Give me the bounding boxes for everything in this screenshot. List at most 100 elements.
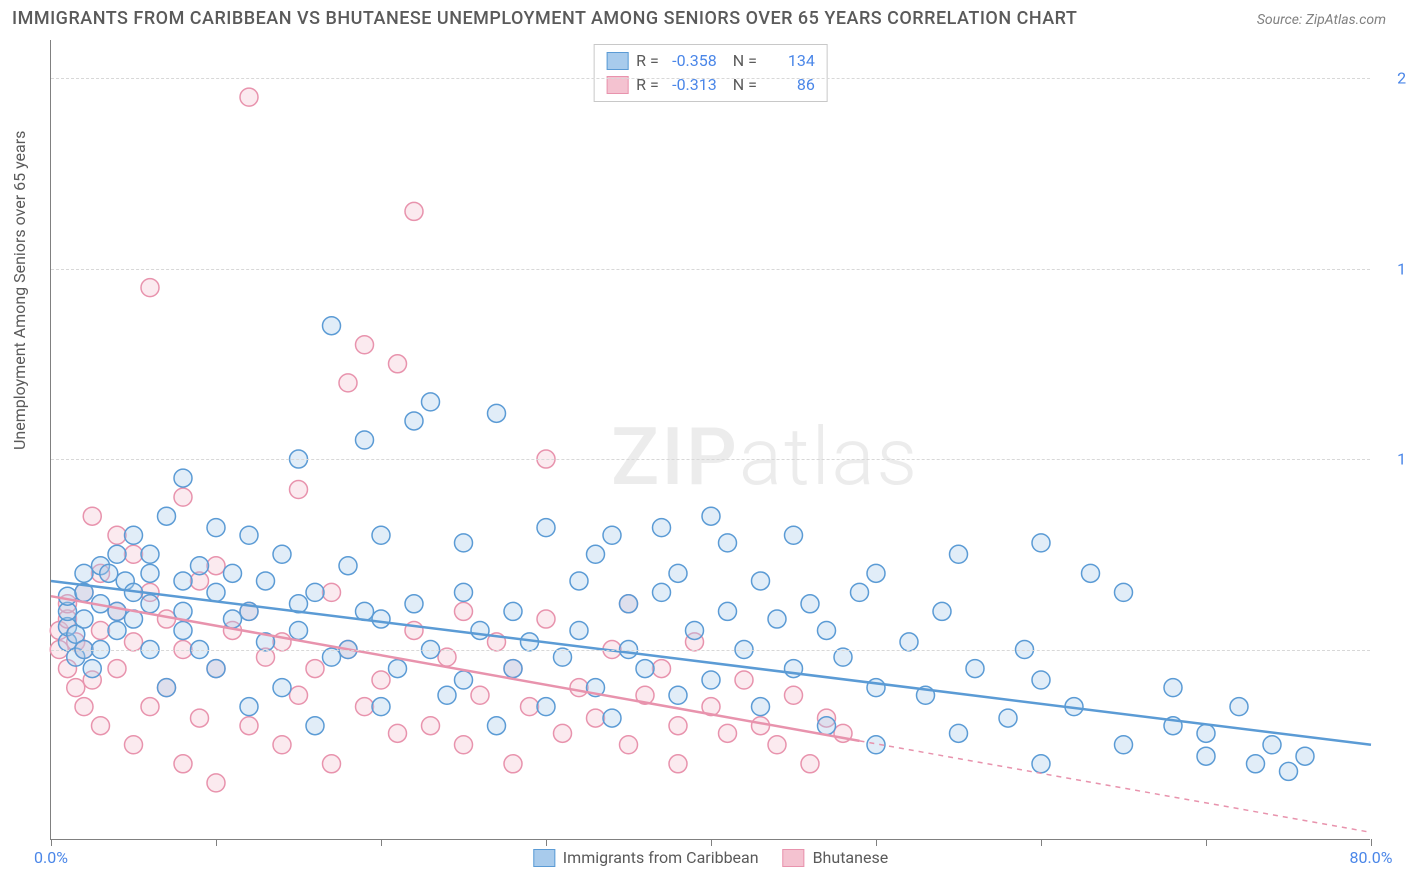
swatch-series-1	[606, 52, 628, 70]
data-point	[1115, 583, 1133, 601]
data-point	[504, 660, 522, 678]
data-point	[752, 572, 770, 590]
data-point	[455, 583, 473, 601]
x-tick	[1371, 839, 1372, 846]
data-point	[1032, 671, 1050, 689]
data-point	[455, 736, 473, 754]
data-point	[92, 621, 110, 639]
data-point	[669, 686, 687, 704]
data-point	[207, 519, 225, 537]
data-point	[174, 572, 192, 590]
data-point	[537, 610, 555, 628]
data-point	[323, 583, 341, 601]
gridline	[51, 650, 1370, 651]
plot-area: ZIPatlas R =-0.358 N =134 R =-0.313 N =8…	[50, 40, 1370, 840]
data-point	[801, 755, 819, 773]
data-point	[438, 648, 456, 666]
data-point	[75, 698, 93, 716]
data-point	[273, 679, 291, 697]
data-point	[702, 507, 720, 525]
data-point	[372, 671, 390, 689]
data-point	[339, 557, 357, 575]
data-point	[224, 564, 242, 582]
data-point	[818, 621, 836, 639]
data-point	[339, 374, 357, 392]
data-point	[240, 698, 258, 716]
x-tick	[876, 839, 877, 846]
x-tick-label: 0.0%	[34, 848, 68, 867]
data-point	[257, 572, 275, 590]
data-point	[389, 660, 407, 678]
y-axis-label: Unemployment Among Seniors over 65 years	[10, 131, 29, 450]
data-point	[83, 660, 101, 678]
data-point	[455, 602, 473, 620]
data-point	[83, 507, 101, 525]
data-point	[158, 507, 176, 525]
data-point	[240, 717, 258, 735]
data-point	[372, 610, 390, 628]
data-point	[636, 660, 654, 678]
trend-line-dashed	[860, 741, 1372, 833]
data-point	[554, 724, 572, 742]
data-point	[108, 660, 126, 678]
data-point	[389, 355, 407, 373]
scatter-svg	[51, 40, 1370, 839]
data-point	[141, 564, 159, 582]
data-point	[686, 621, 704, 639]
data-point	[900, 633, 918, 651]
data-point	[834, 648, 852, 666]
source-credit: Source: ZipAtlas.com	[1257, 12, 1386, 28]
x-tick	[381, 839, 382, 846]
legend-item-2: Bhutanese	[783, 848, 889, 867]
data-point	[752, 698, 770, 716]
data-point	[587, 545, 605, 563]
data-point	[75, 610, 93, 628]
data-point	[422, 717, 440, 735]
gridline	[51, 459, 1370, 460]
data-point	[141, 595, 159, 613]
data-point	[719, 724, 737, 742]
data-point	[108, 526, 126, 544]
data-point	[75, 564, 93, 582]
data-point	[306, 660, 324, 678]
data-point	[1197, 747, 1215, 765]
data-point	[207, 660, 225, 678]
data-point	[1164, 679, 1182, 697]
data-point	[653, 519, 671, 537]
data-point	[59, 587, 77, 605]
data-point	[108, 545, 126, 563]
x-tick	[51, 839, 52, 846]
data-point	[67, 679, 85, 697]
data-point	[356, 698, 374, 716]
data-point	[207, 583, 225, 601]
data-point	[405, 595, 423, 613]
data-point	[92, 717, 110, 735]
data-point	[455, 534, 473, 552]
data-point	[785, 526, 803, 544]
x-tick-label: 80.0%	[1350, 848, 1393, 867]
data-point	[669, 564, 687, 582]
data-point	[438, 686, 456, 704]
stats-row-series-2: R =-0.313 N =86	[606, 73, 815, 97]
x-tick	[216, 839, 217, 846]
data-point	[372, 526, 390, 544]
data-point	[405, 412, 423, 430]
data-point	[1247, 755, 1265, 773]
stats-legend-box: R =-0.358 N =134 R =-0.313 N =86	[593, 44, 828, 102]
x-tick	[1041, 839, 1042, 846]
gridline	[51, 269, 1370, 270]
y-tick-label: 5.0%	[1380, 640, 1406, 659]
data-point	[620, 736, 638, 754]
data-point	[603, 709, 621, 727]
data-point	[521, 698, 539, 716]
data-point	[1032, 755, 1050, 773]
data-point	[669, 755, 687, 773]
data-point	[653, 583, 671, 601]
data-point	[141, 698, 159, 716]
data-point	[653, 660, 671, 678]
data-point	[323, 648, 341, 666]
y-tick-label: 20.0%	[1380, 69, 1406, 88]
data-point	[702, 671, 720, 689]
data-point	[471, 621, 489, 639]
data-point	[273, 736, 291, 754]
